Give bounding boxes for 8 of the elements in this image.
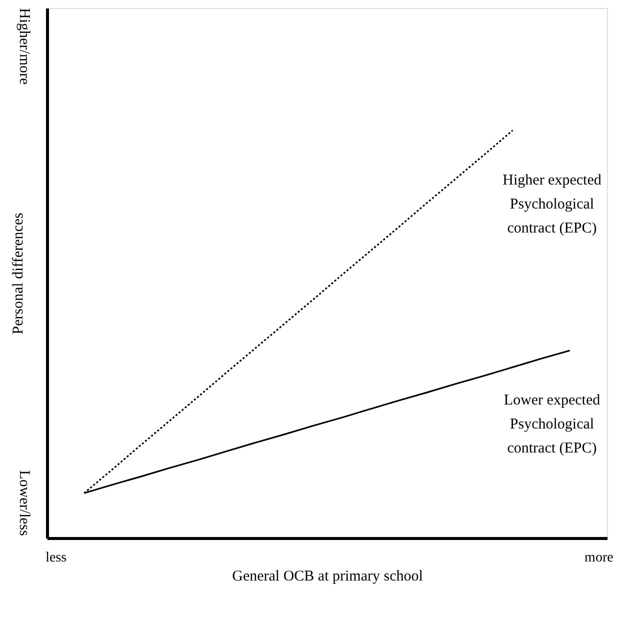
x-tick-label: less bbox=[46, 550, 67, 566]
series-label: Higher expected Psychological contract (EPC) bbox=[502, 172, 602, 236]
series-label: Lower expected Psychological contract (EPC) bbox=[504, 392, 601, 456]
x-axis-title: General OCB at primary school bbox=[232, 568, 423, 584]
text: Higher/more bbox=[16, 8, 32, 85]
x-tick-label: more bbox=[584, 550, 614, 566]
text: Lower/less bbox=[16, 470, 32, 536]
y-axis-title: Personal differences bbox=[10, 212, 26, 334]
